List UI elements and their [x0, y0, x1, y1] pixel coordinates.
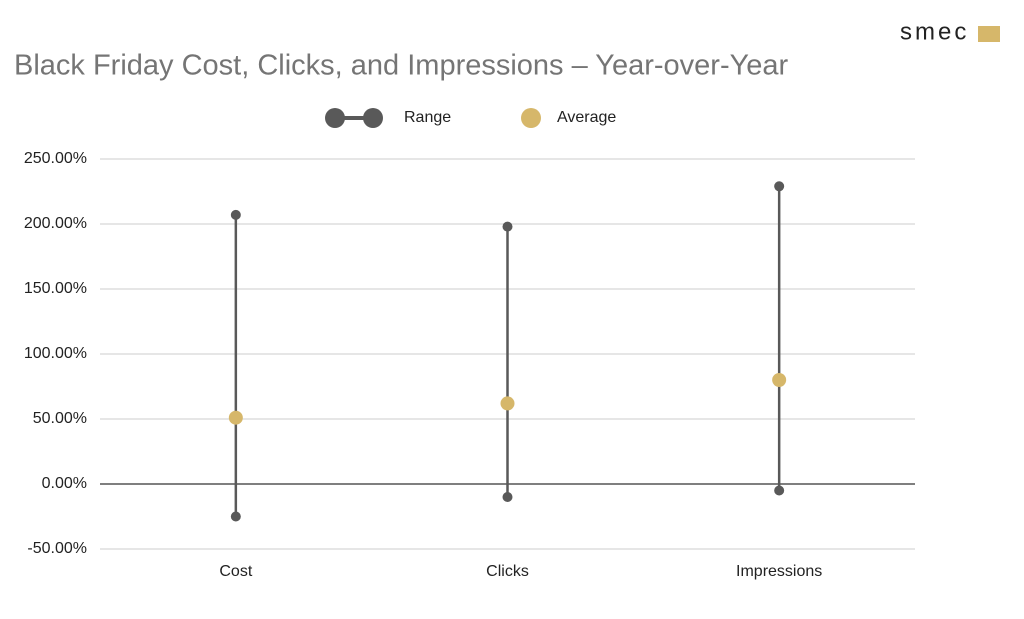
range-high [774, 181, 785, 192]
legend-label: Range [404, 109, 451, 126]
x-tick-label: Impressions [736, 563, 822, 580]
y-tick-label: 200.00% [24, 215, 87, 232]
y-tick-label: 250.00% [24, 150, 87, 167]
range-low [502, 492, 513, 502]
y-tick-label: 0.00% [42, 475, 87, 492]
legend-range-dot [363, 108, 383, 128]
x-tick-label: Cost [219, 563, 252, 580]
average-dot [228, 410, 243, 425]
y-tick-label: -50.00% [27, 540, 87, 557]
y-tick-label: 150.00% [24, 280, 87, 297]
y-tick-label: 50.00% [33, 410, 87, 427]
legend-average-dot [521, 108, 541, 128]
range-high [230, 209, 241, 220]
legend-label: Average [557, 109, 616, 126]
brand-mark [978, 26, 1000, 42]
average-dot [772, 373, 787, 387]
brand-logo: smec [900, 18, 969, 45]
range-low [230, 511, 241, 522]
y-tick-label: 100.00% [24, 345, 87, 362]
chart-title: Black Friday Cost, Clicks, and Impressio… [14, 50, 789, 82]
average-dot [500, 396, 515, 411]
range-high [502, 221, 513, 232]
x-tick-label: Clicks [486, 563, 529, 580]
range-low [774, 485, 785, 496]
legend-range-dot [325, 108, 345, 128]
